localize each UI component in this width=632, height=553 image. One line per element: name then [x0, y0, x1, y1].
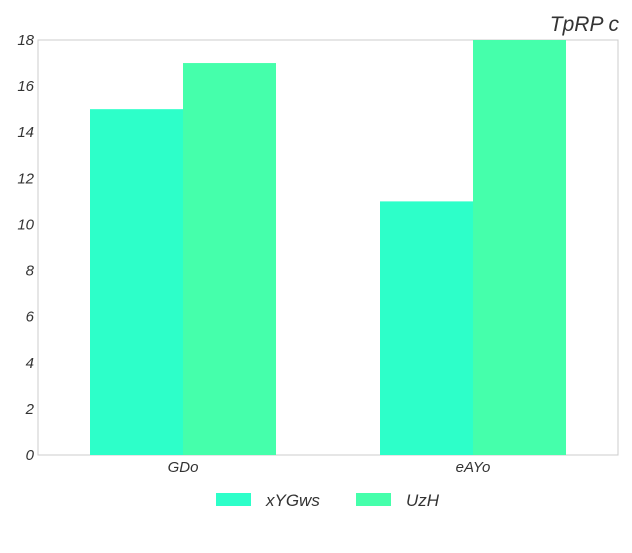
y-tick-label: 4	[26, 355, 34, 372]
legend: xYGws UzH	[216, 491, 440, 510]
y-tick-label: 14	[17, 124, 34, 141]
chart-title: TpRP c	[550, 13, 620, 36]
x-tick-label: GDo	[168, 459, 199, 476]
x-tick-label: eAYo	[456, 459, 491, 476]
y-tick-label: 8	[26, 263, 35, 280]
y-tick-label: 12	[17, 170, 34, 187]
bars-group	[90, 40, 566, 456]
legend-swatch-xYGws	[216, 493, 251, 506]
y-tick-label: 10	[17, 216, 34, 233]
y-tick-label: 16	[17, 78, 34, 95]
x-axis: GDo eAYo	[168, 459, 491, 476]
legend-swatch-UzH	[356, 493, 391, 506]
bar-xYGws-GDo	[90, 109, 183, 456]
bar-xYGws-eAYo	[380, 201, 473, 455]
y-axis: 0 2 4 6 8 10 12 14 16 18	[17, 32, 34, 464]
y-tick-label: 18	[17, 32, 34, 49]
y-tick-label: 0	[26, 447, 35, 464]
legend-label-xYGws: xYGws	[265, 491, 320, 510]
legend-label-UzH: UzH	[406, 491, 440, 510]
bar-UzH-GDo	[183, 63, 276, 456]
y-tick-label: 6	[26, 309, 35, 326]
bar-UzH-eAYo	[473, 40, 566, 455]
plot-frame	[37, 39, 619, 456]
y-tick-label: 2	[25, 401, 35, 418]
